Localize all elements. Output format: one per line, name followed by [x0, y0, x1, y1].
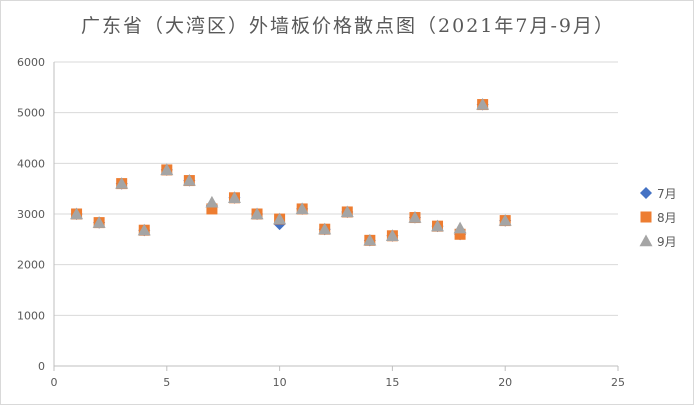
point-series3-7	[205, 195, 219, 208]
y-tick-label-4000: 4000	[17, 157, 45, 170]
point-series3-16	[408, 211, 422, 223]
point-series2-18	[454, 228, 466, 240]
x-tick-label-20: 20	[498, 376, 512, 389]
point-series3-1	[70, 207, 84, 220]
point-series3-14	[363, 233, 377, 246]
data-points	[70, 98, 512, 247]
point-series3-13	[340, 205, 354, 218]
y-tick-label-3000: 3000	[17, 208, 45, 221]
point-series3-20	[498, 214, 512, 226]
point-series3-6	[182, 174, 196, 186]
point-series3-12	[318, 222, 332, 235]
point-series3-18	[453, 221, 467, 234]
x-tick-label-15: 15	[385, 376, 399, 389]
chart-title: 广东省（大湾区）外墙板价格散点图（2021年7月-9月）	[81, 15, 615, 37]
legend-label-series2: 8月	[657, 211, 677, 225]
point-series3-10	[273, 212, 287, 225]
y-tick-label-1000: 1000	[17, 309, 45, 322]
y-tick-label-6000: 6000	[17, 56, 45, 69]
legend-marker-series1	[640, 187, 652, 199]
axes	[53, 62, 619, 371]
point-series3-19	[476, 98, 490, 110]
point-series3-9	[250, 207, 264, 220]
y-tick-label-5000: 5000	[17, 107, 45, 120]
x-tick-label-5: 5	[163, 376, 170, 389]
point-series3-11	[295, 202, 309, 215]
legend-marker-series3	[639, 234, 653, 247]
point-series3-17	[431, 219, 445, 232]
y-tick-label-0: 0	[38, 360, 45, 373]
x-tick-label-25: 25	[611, 376, 625, 389]
x-tick-label-0: 0	[51, 376, 58, 389]
tick-labels: 0 1000 2000 3000 4000 5000 6000 0 5 10 15 20 25	[17, 56, 625, 389]
legend-label-series3: 9月	[657, 235, 677, 249]
point-series2-7	[206, 203, 218, 215]
legend-marker-series2	[640, 211, 652, 223]
x-tick-label-10: 10	[273, 376, 287, 389]
legend-label-series1: 7月	[657, 187, 677, 201]
y-tick-label-2000: 2000	[17, 259, 45, 272]
legend: 7月 8月 9月	[639, 187, 677, 249]
point-series3-4	[137, 223, 151, 236]
point-series3-15	[385, 229, 399, 241]
point-series3-2	[92, 216, 106, 228]
point-series3-3	[115, 177, 129, 189]
gridlines	[54, 61, 618, 316]
point-series3-5	[160, 163, 174, 176]
point-series3-8	[227, 191, 241, 203]
